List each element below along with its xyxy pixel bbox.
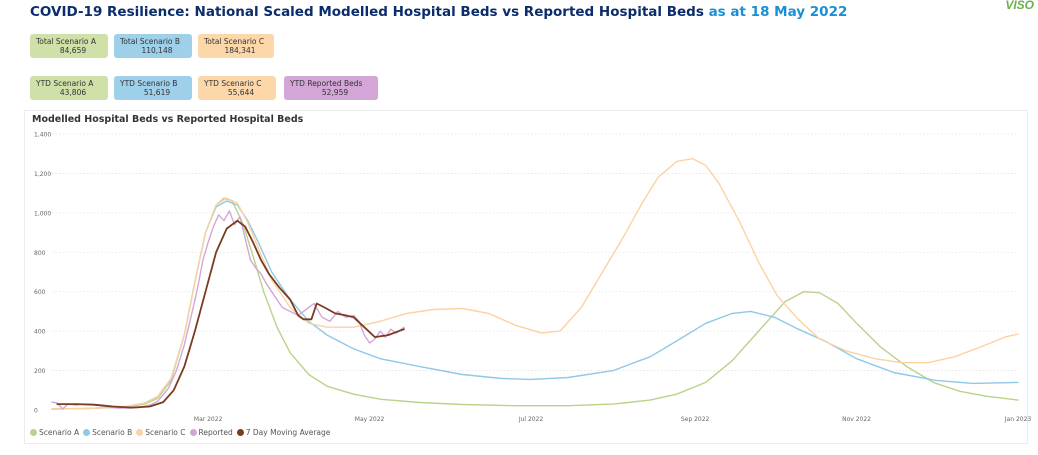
card-label: YTD Reported Beds [290, 79, 363, 88]
page-title: COVID-19 Resilience: National Scaled Mod… [30, 4, 847, 20]
legend-label: 7 Day Moving Average [245, 428, 331, 437]
legend-marker [189, 429, 197, 436]
legend-label: Scenario A [39, 428, 80, 437]
card-ytd-reported-beds[interactable]: YTD Reported Beds 52,959 [284, 76, 378, 100]
y-tick-label: 600 [34, 289, 46, 296]
card-label: Total Scenario C [204, 37, 265, 46]
legend-marker [236, 429, 244, 436]
brand-logo-text: VISO [1005, 0, 1034, 12]
legend-label: Reported [198, 428, 233, 437]
legend-item-scenario-c[interactable]: Scenario C [136, 428, 186, 437]
y-tick-label: 0 [34, 408, 38, 415]
x-tick-label: May 2022 [355, 416, 385, 423]
legend-label: Scenario B [92, 428, 133, 437]
y-tick-label: 1,200 [34, 171, 51, 178]
legend-item-reported[interactable]: Reported [189, 428, 233, 437]
chart-panel [24, 110, 1028, 444]
legend-marker [30, 429, 37, 436]
card-ytd-scenario-a[interactable]: YTD Scenario A 43,806 [30, 76, 108, 100]
card-ytd-scenario-b[interactable]: YTD Scenario B 51,619 [114, 76, 192, 100]
series-line-reported [51, 210, 405, 410]
y-tick-label: 400 [34, 329, 46, 336]
as-at-date: as at 18 May 2022 [708, 4, 848, 20]
card-value: 52,959 [321, 88, 349, 97]
card-value: 55,644 [227, 88, 255, 97]
x-tick-label: Jan 2023 [1004, 416, 1032, 423]
card-label: YTD Scenario C [204, 79, 262, 88]
x-tick-label: Nov 2022 [842, 416, 871, 423]
x-tick-label: Jul 2022 [518, 416, 544, 423]
series-line-scenario-b [51, 200, 1019, 410]
card-label: Total Scenario A [36, 37, 97, 46]
card-ytd-scenario-c[interactable]: YTD Scenario C 55,644 [198, 76, 276, 100]
legend-label: Scenario C [145, 428, 186, 437]
y-tick-label: 800 [34, 250, 46, 257]
card-total-scenario-b[interactable]: Total Scenario B 110,148 [114, 34, 192, 58]
legend-marker [136, 429, 144, 436]
card-value: 43,806 [59, 88, 87, 97]
x-tick-label: Mar 2022 [194, 416, 223, 423]
y-tick-label: 1,400 [34, 132, 51, 139]
card-value: 184,341 [224, 46, 256, 55]
legend-item-scenario-a[interactable]: Scenario A [30, 428, 79, 437]
series-line-scenario-c [51, 157, 1019, 410]
series-line-7-day-moving-average [56, 219, 405, 409]
card-total-scenario-a[interactable]: Total Scenario A 84,659 [30, 34, 108, 58]
brand-logo: VISO [1005, 0, 1034, 11]
chart-legend: Scenario A Scenario B Scenario C Reported 7 … [30, 428, 334, 437]
series-line-scenario-a [51, 197, 1019, 410]
card-value: 110,148 [141, 46, 173, 55]
card-label: YTD Scenario B [120, 79, 178, 88]
x-tick-label: Sep 2022 [681, 416, 710, 423]
legend-item-scenario-b[interactable]: Scenario B [83, 428, 132, 437]
card-label: Total Scenario B [120, 37, 181, 46]
page-title-text: COVID-19 Resilience: National Scaled Mod… [30, 4, 704, 20]
legend-marker [83, 429, 91, 436]
card-total-scenario-c[interactable]: Total Scenario C 184,341 [198, 34, 274, 58]
card-value: 51,619 [143, 88, 171, 97]
y-tick-label: 200 [34, 368, 46, 375]
chart-title: Modelled Hospital Beds vs Reported Hospi… [32, 114, 304, 125]
y-tick-label: 1,000 [34, 210, 51, 217]
card-label: YTD Scenario A [36, 79, 94, 88]
legend-item-7-day-moving-average[interactable]: 7 Day Moving Average [236, 428, 331, 437]
card-value: 84,659 [59, 46, 87, 55]
